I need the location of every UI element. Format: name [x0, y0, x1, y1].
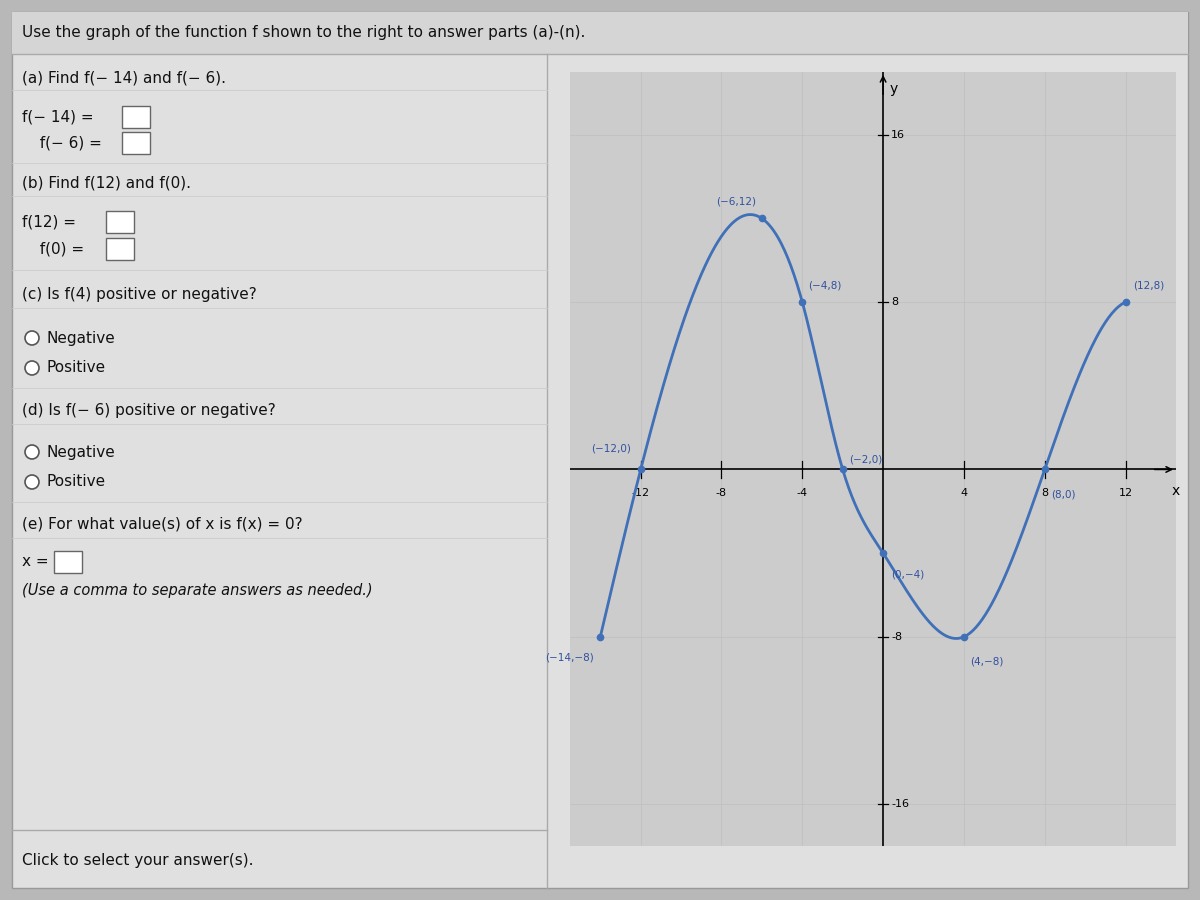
Text: -16: -16 [892, 799, 910, 809]
FancyBboxPatch shape [122, 132, 150, 154]
Text: (12,8): (12,8) [1134, 281, 1165, 291]
Text: f(0) =: f(0) = [30, 241, 84, 256]
Text: y: y [889, 83, 898, 96]
Text: (8,0): (8,0) [1051, 490, 1075, 500]
Text: 4: 4 [960, 489, 967, 499]
FancyBboxPatch shape [122, 106, 150, 128]
Text: 12: 12 [1118, 489, 1133, 499]
Text: -8: -8 [716, 489, 727, 499]
Text: Click to select your answer(s).: Click to select your answer(s). [22, 852, 253, 868]
Text: Negative: Negative [47, 445, 115, 460]
Text: (d) Is f(− 6) positive or negative?: (d) Is f(− 6) positive or negative? [22, 402, 276, 418]
Text: Negative: Negative [47, 330, 115, 346]
FancyBboxPatch shape [12, 12, 1188, 54]
Text: (−2,0): (−2,0) [848, 454, 882, 464]
Text: Use the graph of the function f shown to the right to answer parts (a)-(n).: Use the graph of the function f shown to… [22, 25, 586, 40]
Text: (a) Find f(− 14) and f(− 6).: (a) Find f(− 14) and f(− 6). [22, 70, 226, 86]
Text: (0,−4): (0,−4) [892, 569, 924, 579]
Text: (Use a comma to separate answers as needed.): (Use a comma to separate answers as need… [22, 582, 373, 598]
Text: (4,−8): (4,−8) [970, 657, 1003, 667]
Text: -12: -12 [631, 489, 649, 499]
Text: (c) Is f(4) positive or negative?: (c) Is f(4) positive or negative? [22, 287, 257, 302]
Text: f(− 14) =: f(− 14) = [22, 110, 94, 124]
Text: (e) For what value(s) of x is f(x) = 0?: (e) For what value(s) of x is f(x) = 0? [22, 517, 302, 532]
Text: x: x [1172, 484, 1181, 498]
FancyBboxPatch shape [12, 12, 1188, 888]
FancyBboxPatch shape [54, 551, 82, 573]
Circle shape [25, 331, 38, 345]
Text: x =: x = [22, 554, 49, 570]
Text: f(12) =: f(12) = [22, 214, 76, 230]
Text: -8: -8 [892, 632, 902, 642]
Text: (−6,12): (−6,12) [716, 197, 756, 207]
Text: 8: 8 [1042, 489, 1049, 499]
FancyBboxPatch shape [106, 238, 134, 260]
FancyBboxPatch shape [106, 211, 134, 233]
Circle shape [25, 361, 38, 375]
Text: (−14,−8): (−14,−8) [546, 652, 594, 662]
Text: Positive: Positive [47, 474, 106, 490]
Text: 8: 8 [892, 297, 899, 307]
Circle shape [25, 445, 38, 459]
Text: f(− 6) =: f(− 6) = [30, 136, 102, 150]
Text: (−4,8): (−4,8) [809, 281, 841, 291]
Text: 16: 16 [892, 130, 905, 140]
Text: Positive: Positive [47, 361, 106, 375]
Text: -4: -4 [797, 489, 808, 499]
Text: (−12,0): (−12,0) [590, 444, 631, 454]
Text: (b) Find f(12) and f(0).: (b) Find f(12) and f(0). [22, 176, 191, 191]
Circle shape [25, 475, 38, 489]
